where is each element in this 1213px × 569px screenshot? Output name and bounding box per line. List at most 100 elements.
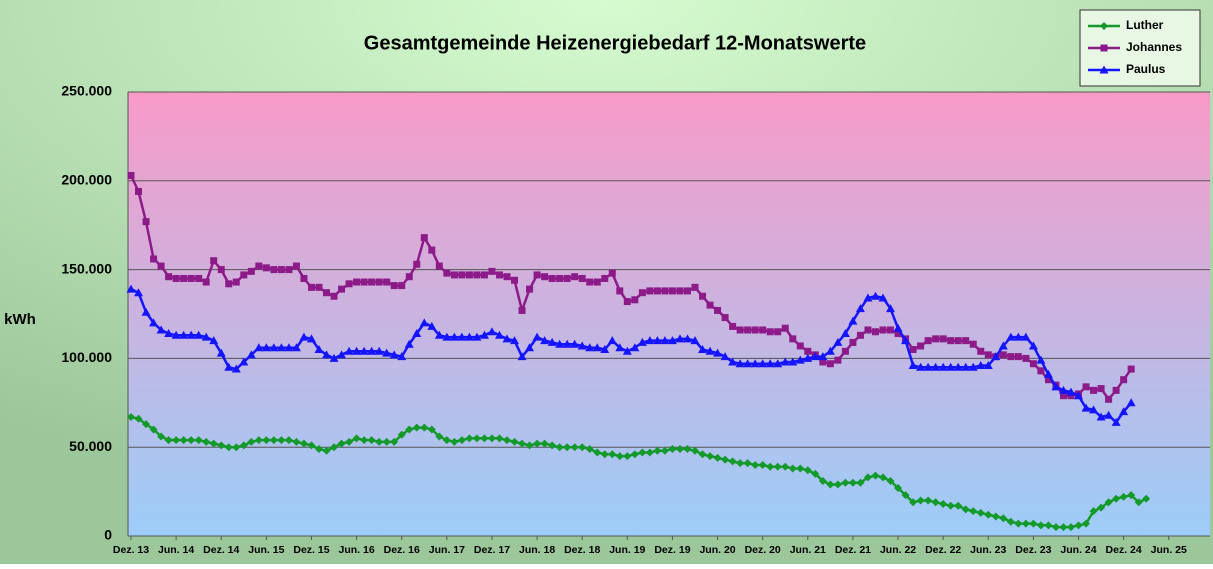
marker xyxy=(344,346,354,355)
marker xyxy=(954,501,963,510)
marker xyxy=(630,450,639,459)
marker xyxy=(172,274,180,282)
marker xyxy=(503,436,511,445)
x-tick-label: Jun. 19 xyxy=(609,544,645,556)
marker xyxy=(841,478,850,487)
marker xyxy=(164,436,173,445)
marker xyxy=(788,464,797,473)
marker xyxy=(608,269,616,277)
marker xyxy=(277,266,285,274)
marker xyxy=(261,343,271,352)
marker xyxy=(879,473,887,482)
marker xyxy=(991,512,1000,521)
marker xyxy=(946,362,956,371)
marker xyxy=(209,439,218,448)
x-tick-label: Dez. 23 xyxy=(1015,544,1051,556)
marker xyxy=(729,322,737,330)
legend-label: Johannes xyxy=(1126,40,1182,54)
x-tick-label: Dez. 17 xyxy=(474,544,510,556)
marker xyxy=(526,285,534,293)
marker xyxy=(179,436,188,445)
marker xyxy=(631,296,639,304)
marker xyxy=(239,441,248,450)
marker xyxy=(676,287,684,295)
marker xyxy=(375,278,383,286)
marker xyxy=(1058,385,1068,394)
marker xyxy=(1090,386,1098,394)
marker xyxy=(337,439,346,448)
marker xyxy=(232,278,240,286)
marker xyxy=(194,436,203,445)
marker xyxy=(1074,391,1084,400)
marker xyxy=(608,450,617,459)
marker xyxy=(255,262,263,270)
marker xyxy=(1142,494,1151,503)
y-axis-label: kWh xyxy=(4,311,36,328)
marker xyxy=(473,271,481,279)
marker xyxy=(165,273,173,281)
marker xyxy=(353,278,361,286)
marker xyxy=(698,450,707,459)
marker xyxy=(329,353,339,362)
marker xyxy=(285,266,293,274)
marker xyxy=(660,336,670,345)
marker xyxy=(457,436,466,445)
marker xyxy=(840,329,850,338)
marker xyxy=(428,246,436,254)
marker xyxy=(637,337,647,346)
marker xyxy=(1081,403,1091,412)
marker xyxy=(1112,386,1120,394)
marker xyxy=(622,346,632,355)
x-tick-label: Dez. 22 xyxy=(925,544,961,556)
marker xyxy=(141,307,151,316)
marker xyxy=(126,284,136,293)
marker xyxy=(541,273,549,281)
marker xyxy=(495,271,503,279)
marker xyxy=(465,434,474,443)
marker xyxy=(389,350,399,359)
marker xyxy=(300,274,308,282)
marker xyxy=(699,292,707,300)
marker xyxy=(984,510,993,519)
marker xyxy=(848,316,858,325)
marker xyxy=(1036,521,1045,530)
marker xyxy=(532,332,542,341)
x-tick-label: Jun. 21 xyxy=(790,544,826,556)
x-tick-label: Jun. 22 xyxy=(880,544,916,556)
marker xyxy=(728,457,737,466)
y-tick-label: 0 xyxy=(104,527,112,543)
marker xyxy=(494,330,504,339)
marker xyxy=(781,462,790,471)
x-tick-label: Dez. 13 xyxy=(113,544,149,556)
x-tick-label: Dez. 21 xyxy=(835,544,871,556)
marker xyxy=(848,478,857,487)
marker xyxy=(548,441,557,450)
marker xyxy=(367,346,377,355)
marker xyxy=(766,462,775,471)
marker xyxy=(291,343,301,352)
marker xyxy=(359,346,369,355)
marker xyxy=(833,480,842,489)
marker xyxy=(465,271,473,279)
marker xyxy=(811,469,820,478)
marker xyxy=(1014,353,1022,361)
marker xyxy=(804,347,812,355)
marker xyxy=(397,430,406,439)
marker xyxy=(886,304,896,313)
marker xyxy=(457,332,467,341)
marker xyxy=(555,443,564,452)
marker xyxy=(894,484,903,493)
marker xyxy=(810,352,820,361)
marker xyxy=(675,444,684,453)
marker xyxy=(863,293,873,302)
marker xyxy=(1067,392,1075,400)
marker xyxy=(186,330,196,339)
marker xyxy=(525,343,535,352)
marker xyxy=(533,439,542,448)
marker xyxy=(585,343,595,352)
marker xyxy=(225,280,233,288)
marker xyxy=(682,334,692,343)
marker xyxy=(345,280,353,288)
marker xyxy=(1127,365,1135,373)
marker xyxy=(969,507,978,516)
